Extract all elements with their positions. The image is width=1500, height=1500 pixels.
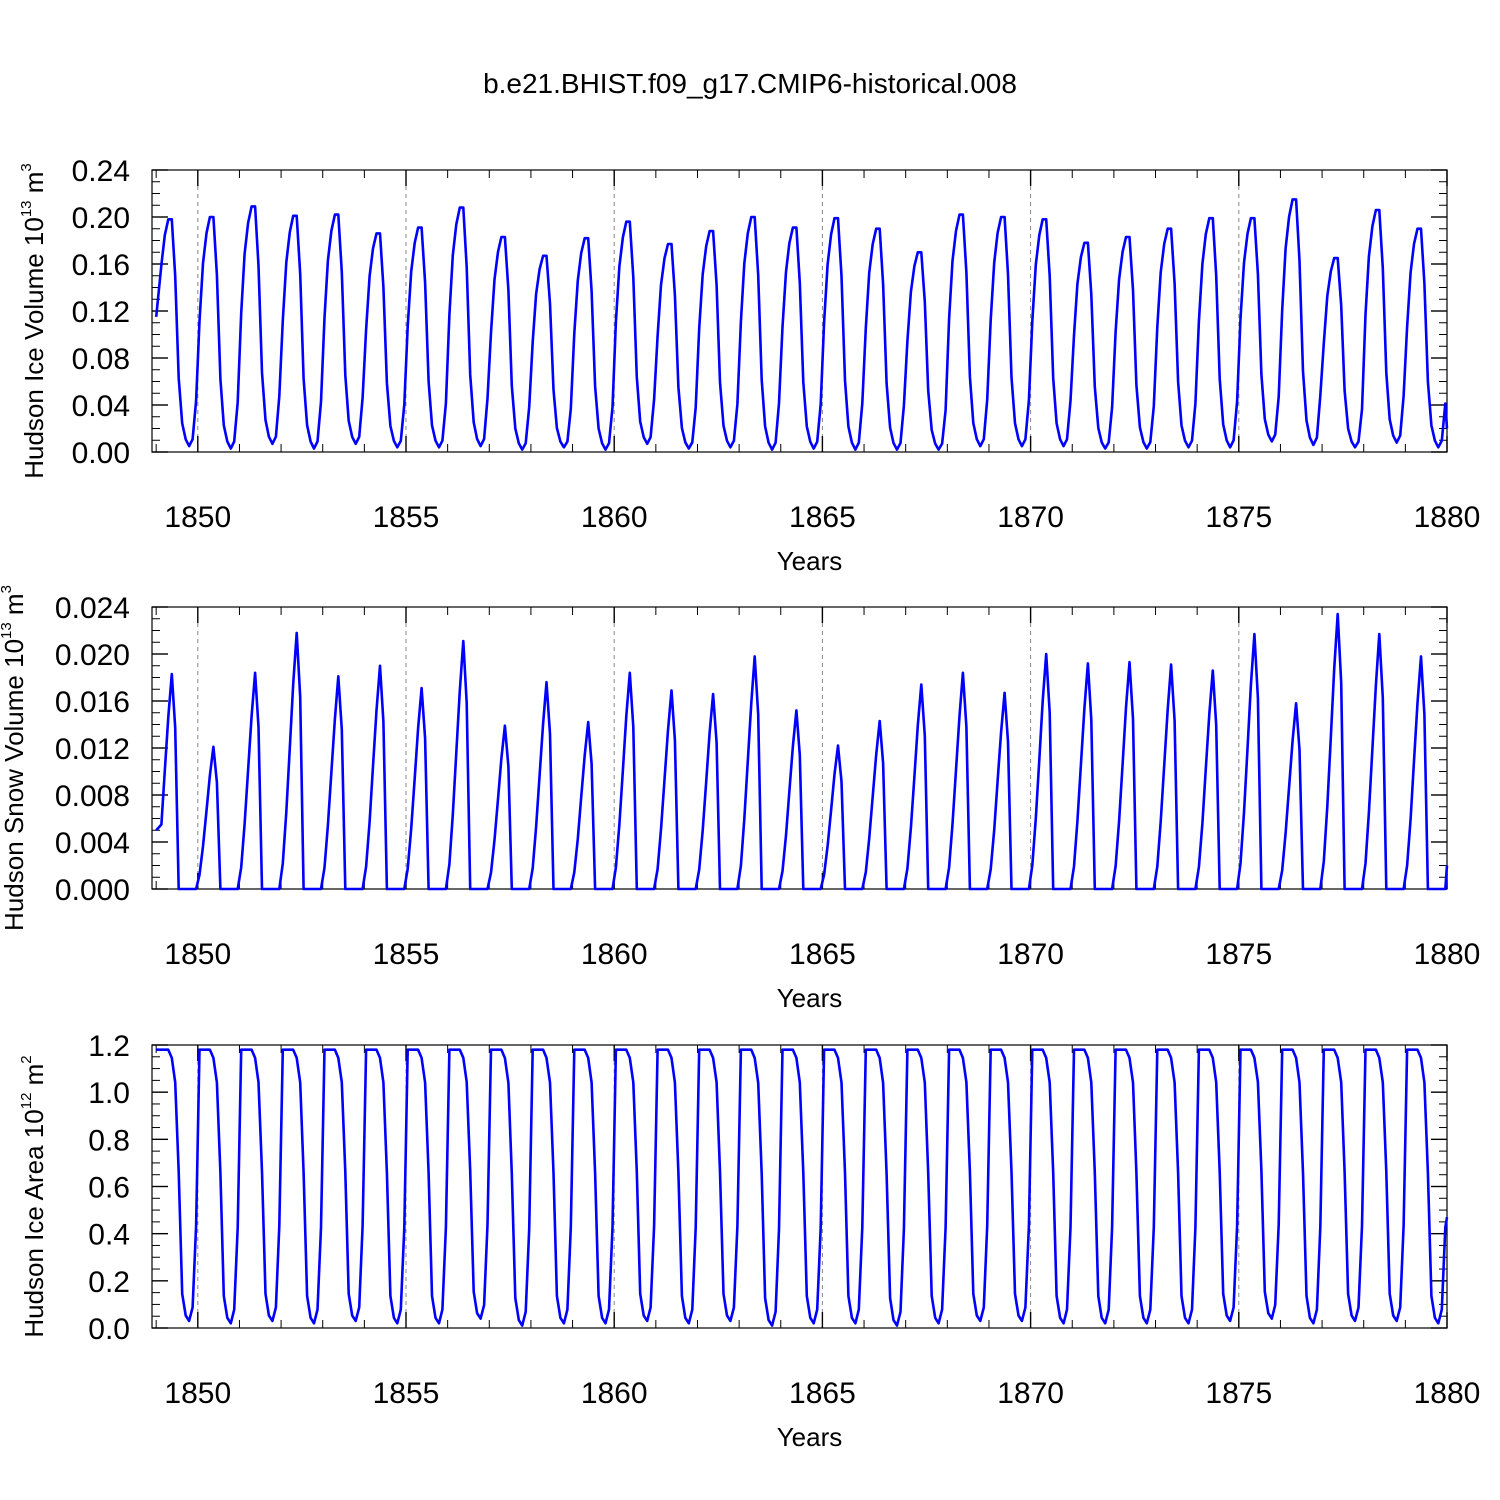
figure-title: b.e21.BHIST.f09_g17.CMIP6-historical.008 (483, 68, 1017, 99)
ice-volume-x-axis-label: Years (777, 546, 843, 576)
ice-area-y-tick-label: 0.2 (88, 1266, 130, 1299)
snow-volume-y-tick-label: 0.008 (55, 780, 130, 813)
ice-area-y-tick-label: 0.8 (88, 1124, 130, 1157)
ice-volume-y-tick-label: 0.20 (72, 202, 130, 235)
snow-volume-x-tick-label: 1860 (581, 938, 648, 971)
snow-volume-x-axis-label: Years (777, 983, 843, 1013)
ice-volume-series-line (154, 198, 1449, 451)
snow-volume-x-tick-label: 1875 (1205, 938, 1272, 971)
snow-volume-y-tick-label: 0.020 (55, 639, 130, 672)
snow-volume-x-tick-label: 1855 (373, 938, 440, 971)
ice-area-y-tick-label: 0.0 (88, 1313, 130, 1346)
ice-area-x-tick-label: 1880 (1414, 1377, 1481, 1410)
ice-area-x-tick-label: 1865 (789, 1377, 856, 1410)
ice-volume-x-tick-label: 1870 (997, 501, 1064, 534)
snow-volume-y-tick-label: 0.004 (55, 827, 130, 860)
ice-area-y-tick-label: 0.6 (88, 1172, 130, 1205)
snow-volume-x-tick-label: 1865 (789, 938, 856, 971)
ice-volume-y-tick-label: 0.08 (72, 343, 130, 376)
ice-volume-x-tick-label: 1855 (373, 501, 440, 534)
ice-area-x-tick-label: 1855 (373, 1377, 440, 1410)
ice-volume-x-tick-label: 1860 (581, 501, 648, 534)
ice-volume-x-tick-label: 1880 (1414, 501, 1481, 534)
ice-area-y-tick-label: 0.4 (88, 1219, 130, 1252)
ice-volume-x-tick-label: 1875 (1205, 501, 1272, 534)
snow-volume-y-tick-label: 0.024 (55, 592, 130, 625)
snow-volume-x-tick-label: 1870 (997, 938, 1064, 971)
ice-volume-x-tick-label: 1850 (164, 501, 231, 534)
ice-volume-x-tick-label: 1865 (789, 501, 856, 534)
snow-volume-y-axis-label: Hudson Snow Volume 1013 m3 (0, 585, 29, 931)
ice-area-y-tick-label: 1.2 (88, 1030, 130, 1063)
snow-volume-x-tick-label: 1850 (164, 938, 231, 971)
ice-volume-y-tick-label: 0.04 (72, 390, 130, 423)
ice-volume-y-tick-label: 0.12 (72, 296, 130, 329)
ice-area-y-tick-label: 1.0 (88, 1077, 130, 1110)
ice-volume-panel: 1850 1855 1860 1865 1870 1875 1880 0.00 0.04 0.08… (18, 155, 1480, 576)
ice-area-x-tick-label: 1870 (997, 1377, 1064, 1410)
ice-area-series-line (156, 1048, 1449, 1327)
snow-volume-x-tick-label: 1880 (1414, 938, 1481, 971)
ice-volume-y-axis-label: Hudson Ice Volume 1013 m3 (18, 163, 49, 479)
ice-volume-y-tick-label: 0.00 (72, 437, 130, 470)
ice-area-panel: 1850 1855 1860 1865 1870 1875 1880 0.0 0.2 0.4 0.6… (18, 1030, 1480, 1452)
ice-area-x-axis-label: Years (777, 1422, 843, 1452)
ice-volume-y-tick-label: 0.24 (72, 155, 130, 188)
ice-area-x-tick-label: 1875 (1205, 1377, 1272, 1410)
snow-volume-panel: 1850 1855 1860 1865 1870 1875 1880 0.000 0.004 0.… (0, 585, 1480, 1013)
snow-volume-y-tick-label: 0.016 (55, 686, 130, 719)
ice-volume-y-tick-label: 0.16 (72, 249, 130, 282)
ice-area-y-axis-label: Hudson Ice Area 1012 m2 (18, 1055, 49, 1337)
ice-area-x-tick-label: 1860 (581, 1377, 648, 1410)
snow-volume-y-tick-label: 0.000 (55, 874, 130, 907)
snow-volume-series-line (155, 612, 1449, 891)
snow-volume-y-tick-label: 0.012 (55, 733, 130, 766)
ice-area-x-tick-label: 1850 (164, 1377, 231, 1410)
